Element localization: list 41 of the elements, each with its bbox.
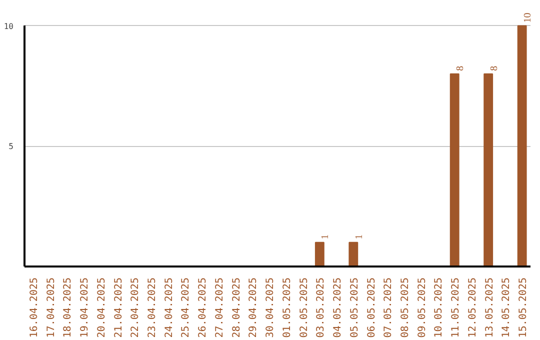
x-tick-label: 14.05.2025 <box>501 277 512 338</box>
x-tick-label: 23.04.2025 <box>147 277 158 338</box>
x-tick-label: 26.04.2025 <box>198 277 209 338</box>
x-tick-label: 16.04.2025 <box>28 277 40 338</box>
x-tick-label: 18.04.2025 <box>62 277 74 338</box>
x-tick-label: 07.05.2025 <box>383 277 394 338</box>
x-tick-label: 01.05.2025 <box>282 277 293 338</box>
x-tick-label: 22.04.2025 <box>130 277 142 338</box>
x-tick-label: 05.05.2025 <box>349 277 360 338</box>
bar <box>348 242 358 266</box>
x-tick-label: 24.04.2025 <box>164 277 175 338</box>
data-label: 1 <box>354 234 365 240</box>
data-label: 8 <box>455 66 466 71</box>
bar <box>450 73 460 266</box>
x-tick-label: 12.05.2025 <box>467 277 478 338</box>
x-tick-label: 19.04.2025 <box>80 277 91 338</box>
x-tick-label: 02.05.2025 <box>298 277 310 338</box>
x-tick-label: 21.04.2025 <box>113 277 124 338</box>
x-tick-label: 27.04.2025 <box>214 277 226 338</box>
bar <box>484 73 494 266</box>
x-tick-label: 13.05.2025 <box>484 277 496 338</box>
data-label: 8 <box>488 66 500 71</box>
x-tick-label: 06.05.2025 <box>366 277 378 338</box>
x-tick-label: 08.05.2025 <box>400 277 411 338</box>
x-tick-label: 10.05.2025 <box>434 277 445 338</box>
x-tick-label: 15.05.2025 <box>518 277 530 338</box>
x-tick-label: 11.05.2025 <box>450 277 462 338</box>
data-label: 1 <box>320 234 332 240</box>
x-tick-label: 30.04.2025 <box>265 277 276 338</box>
bar <box>314 242 324 266</box>
bar <box>517 25 527 266</box>
x-tick-label: 09.05.2025 <box>416 277 428 338</box>
x-tick-label: 03.05.2025 <box>316 277 327 338</box>
x-tick-label: 17.04.2025 <box>46 277 57 338</box>
data-label: 10 <box>522 12 534 23</box>
x-tick-label: 25.04.2025 <box>180 277 192 338</box>
x-tick-label: 28.04.2025 <box>231 277 242 338</box>
x-tick-label: 29.04.2025 <box>248 277 260 338</box>
y-tick-label: 5 <box>8 142 14 152</box>
x-tick-label: 20.04.2025 <box>96 277 108 338</box>
x-tick-label: 04.05.2025 <box>332 277 344 338</box>
